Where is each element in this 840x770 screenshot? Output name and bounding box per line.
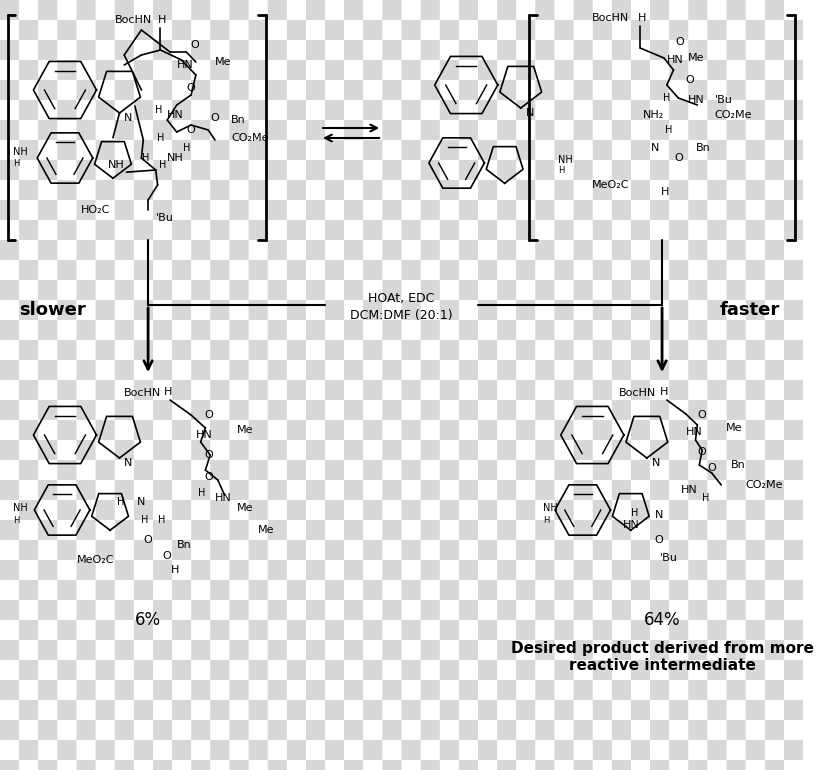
Text: BocHN: BocHN xyxy=(592,13,629,23)
Text: Bn: Bn xyxy=(231,115,246,125)
Text: N: N xyxy=(137,497,145,507)
Text: O: O xyxy=(163,551,171,561)
Text: 'Bu: 'Bu xyxy=(715,95,732,105)
Text: CO₂Me: CO₂Me xyxy=(745,480,783,490)
Text: H: H xyxy=(155,105,162,115)
Text: CO₂Me: CO₂Me xyxy=(715,110,752,120)
Text: Bn: Bn xyxy=(731,460,746,470)
Text: HN: HN xyxy=(680,485,697,495)
Text: NH: NH xyxy=(108,160,124,170)
Text: NH: NH xyxy=(13,503,28,513)
Text: Me: Me xyxy=(215,57,232,67)
Text: reactive intermediate: reactive intermediate xyxy=(569,658,755,672)
Text: N: N xyxy=(652,458,660,468)
Text: Me: Me xyxy=(258,525,275,535)
Text: H: H xyxy=(558,166,564,175)
Text: DCM:DMF (20:1): DCM:DMF (20:1) xyxy=(350,309,453,322)
Text: O: O xyxy=(674,153,683,163)
Text: 'Bu: 'Bu xyxy=(659,553,678,563)
Text: Me: Me xyxy=(237,425,254,435)
Text: HOAt, EDC: HOAt, EDC xyxy=(368,292,434,304)
Text: H: H xyxy=(171,565,179,575)
Text: O: O xyxy=(676,37,685,47)
Text: O: O xyxy=(186,83,196,93)
Text: N: N xyxy=(526,108,534,118)
Text: BocHN: BocHN xyxy=(124,388,161,398)
Text: MeO₂C: MeO₂C xyxy=(592,180,630,190)
Text: HN: HN xyxy=(688,95,705,105)
Text: O: O xyxy=(144,535,152,545)
Text: Me: Me xyxy=(237,503,254,513)
Text: O: O xyxy=(191,40,199,50)
Text: 6%: 6% xyxy=(135,611,161,629)
Text: HO₂C: HO₂C xyxy=(81,205,111,215)
Text: H: H xyxy=(13,159,20,168)
Text: BocHN: BocHN xyxy=(114,15,152,25)
Text: H: H xyxy=(13,515,20,524)
Text: HN: HN xyxy=(167,110,184,120)
Text: NH: NH xyxy=(167,153,184,163)
Text: NH: NH xyxy=(558,155,573,165)
Text: Desired product derived from more: Desired product derived from more xyxy=(511,641,813,655)
Text: O: O xyxy=(655,535,664,545)
Text: O: O xyxy=(204,472,213,482)
Text: N: N xyxy=(655,510,664,520)
Text: O: O xyxy=(204,410,213,420)
Text: O: O xyxy=(211,113,219,123)
Text: Me: Me xyxy=(726,423,743,433)
Text: O: O xyxy=(698,447,706,457)
Text: O: O xyxy=(204,450,213,460)
Text: N: N xyxy=(124,458,133,468)
Text: N: N xyxy=(124,113,133,123)
Text: H: H xyxy=(117,497,124,507)
Text: H: H xyxy=(702,493,710,503)
Text: H: H xyxy=(638,13,647,23)
Text: NH: NH xyxy=(13,147,28,157)
Text: HN: HN xyxy=(215,493,232,503)
Text: 64%: 64% xyxy=(643,611,680,629)
Text: O: O xyxy=(698,410,706,420)
Text: NH: NH xyxy=(543,503,558,513)
Text: H: H xyxy=(665,125,673,135)
Text: H: H xyxy=(198,488,206,498)
Text: faster: faster xyxy=(720,301,780,319)
Text: N: N xyxy=(651,143,659,153)
Text: O: O xyxy=(685,75,694,85)
Text: Me: Me xyxy=(688,53,705,63)
Text: H: H xyxy=(659,387,668,397)
Text: HN: HN xyxy=(667,55,684,65)
Text: H: H xyxy=(158,15,166,25)
Text: H: H xyxy=(141,515,149,525)
Text: MeO₂C: MeO₂C xyxy=(76,555,114,565)
Text: CO₂Me: CO₂Me xyxy=(231,133,269,143)
Text: 'Bu: 'Bu xyxy=(155,213,174,223)
Text: H: H xyxy=(664,93,670,103)
Text: HN: HN xyxy=(176,60,193,70)
Text: HN: HN xyxy=(623,520,640,530)
Text: H: H xyxy=(164,387,172,397)
Text: O: O xyxy=(707,463,717,473)
Text: NH₂: NH₂ xyxy=(643,110,664,120)
Text: Bn: Bn xyxy=(176,540,192,550)
Text: H: H xyxy=(157,133,164,143)
Text: BocHN: BocHN xyxy=(619,388,656,398)
Text: H: H xyxy=(661,187,669,197)
Text: H: H xyxy=(159,160,166,170)
Text: slower: slower xyxy=(19,301,86,319)
Text: O: O xyxy=(186,125,196,135)
Text: HN: HN xyxy=(196,430,213,440)
Text: H: H xyxy=(182,143,190,153)
Text: H: H xyxy=(543,515,549,524)
Text: H: H xyxy=(158,515,165,525)
Text: H: H xyxy=(141,153,149,163)
Text: HN: HN xyxy=(686,427,703,437)
Text: Bn: Bn xyxy=(696,143,711,153)
Text: H: H xyxy=(631,508,638,518)
